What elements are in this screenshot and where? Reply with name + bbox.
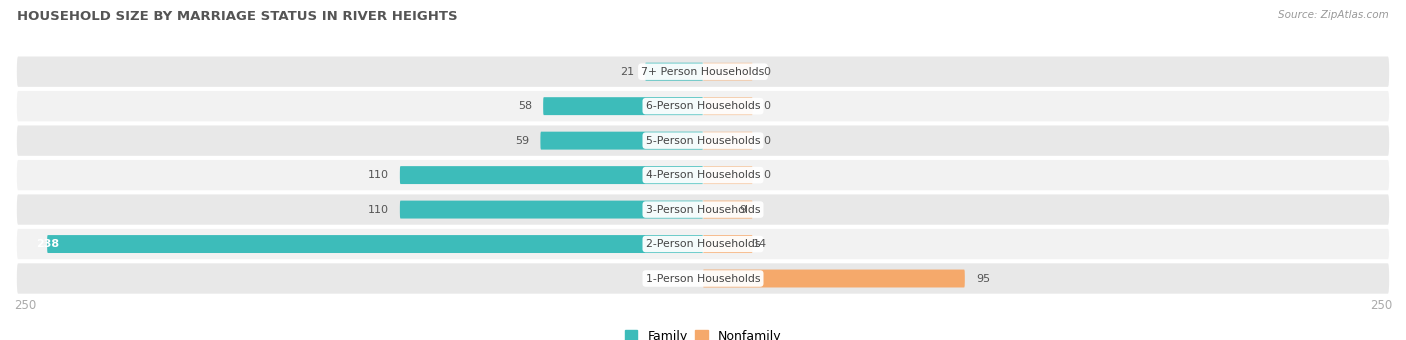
FancyBboxPatch shape — [703, 201, 752, 219]
Text: 0: 0 — [763, 101, 770, 111]
Text: 0: 0 — [763, 67, 770, 77]
FancyBboxPatch shape — [17, 229, 1389, 259]
Text: 5-Person Households: 5-Person Households — [645, 136, 761, 146]
FancyBboxPatch shape — [645, 63, 703, 81]
Legend: Family, Nonfamily: Family, Nonfamily — [620, 325, 786, 340]
Text: 110: 110 — [368, 205, 389, 215]
FancyBboxPatch shape — [399, 201, 703, 219]
Text: 0: 0 — [763, 170, 770, 180]
Text: 250: 250 — [14, 299, 37, 311]
FancyBboxPatch shape — [17, 194, 1389, 225]
FancyBboxPatch shape — [703, 235, 752, 253]
FancyBboxPatch shape — [540, 132, 703, 150]
FancyBboxPatch shape — [703, 166, 752, 184]
FancyBboxPatch shape — [17, 125, 1389, 156]
Text: 21: 21 — [620, 67, 634, 77]
Text: HOUSEHOLD SIZE BY MARRIAGE STATUS IN RIVER HEIGHTS: HOUSEHOLD SIZE BY MARRIAGE STATUS IN RIV… — [17, 10, 457, 23]
Text: 7+ Person Households: 7+ Person Households — [641, 67, 765, 77]
FancyBboxPatch shape — [17, 56, 1389, 87]
Text: Source: ZipAtlas.com: Source: ZipAtlas.com — [1278, 10, 1389, 20]
FancyBboxPatch shape — [399, 166, 703, 184]
FancyBboxPatch shape — [703, 63, 752, 81]
Text: 1-Person Households: 1-Person Households — [645, 273, 761, 284]
Text: 250: 250 — [1369, 299, 1392, 311]
Text: 14: 14 — [752, 239, 766, 249]
Text: 95: 95 — [976, 273, 990, 284]
FancyBboxPatch shape — [703, 132, 752, 150]
Text: 9: 9 — [738, 205, 747, 215]
Text: 59: 59 — [515, 136, 530, 146]
Text: 3-Person Households: 3-Person Households — [645, 205, 761, 215]
FancyBboxPatch shape — [703, 97, 752, 115]
FancyBboxPatch shape — [703, 270, 965, 288]
FancyBboxPatch shape — [543, 97, 703, 115]
Text: 110: 110 — [368, 170, 389, 180]
Text: 6-Person Households: 6-Person Households — [645, 101, 761, 111]
Text: 238: 238 — [37, 239, 59, 249]
FancyBboxPatch shape — [48, 235, 703, 253]
Text: 2-Person Households: 2-Person Households — [645, 239, 761, 249]
FancyBboxPatch shape — [17, 264, 1389, 294]
Text: 4-Person Households: 4-Person Households — [645, 170, 761, 180]
FancyBboxPatch shape — [17, 91, 1389, 121]
FancyBboxPatch shape — [17, 160, 1389, 190]
Text: 0: 0 — [763, 136, 770, 146]
Text: 58: 58 — [517, 101, 531, 111]
